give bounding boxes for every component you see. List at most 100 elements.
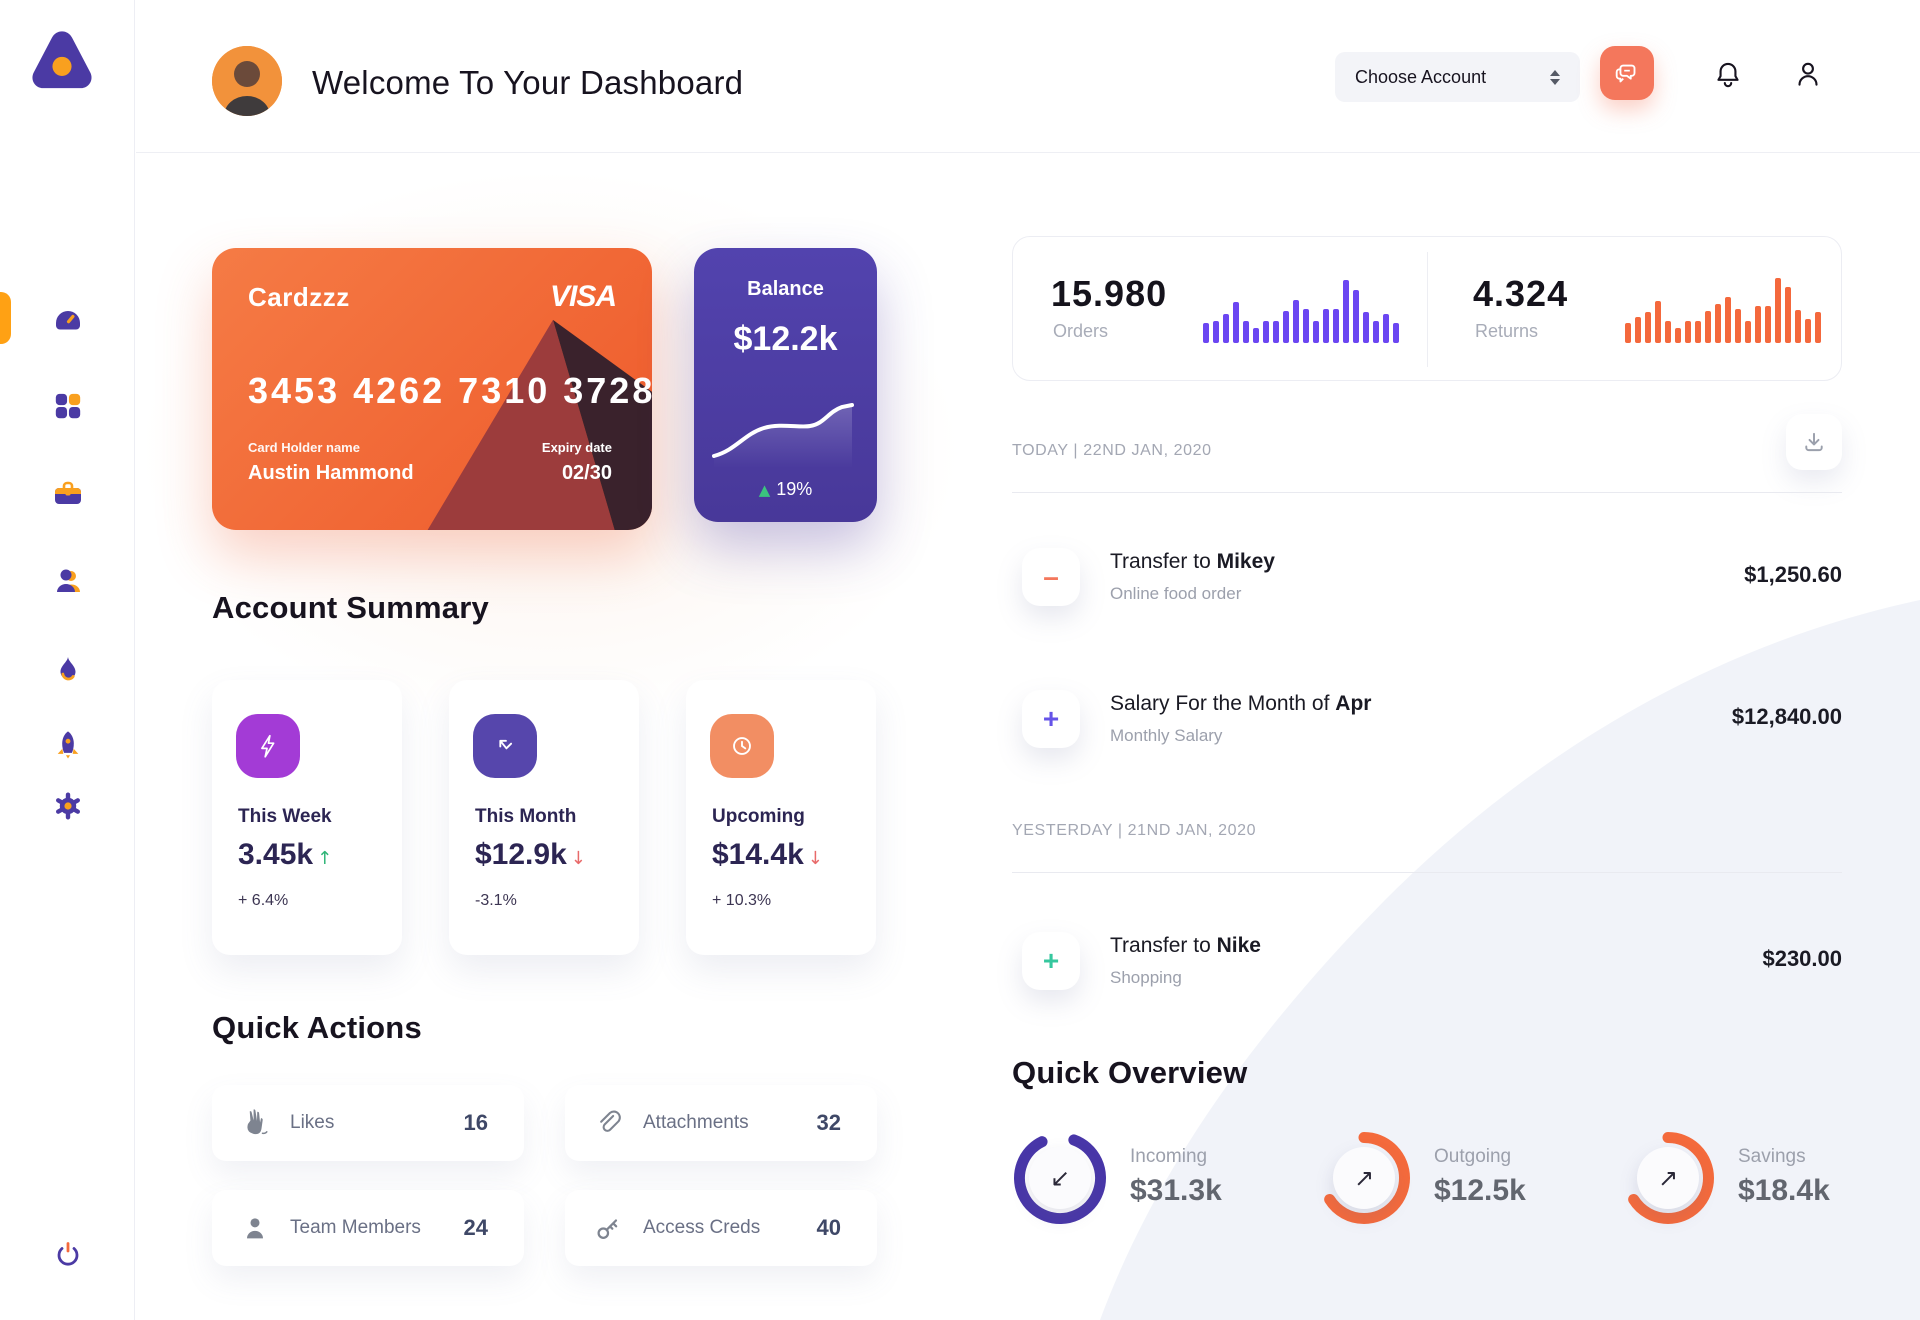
today-date-label: TODAY | 22ND JAN, 2020 (1012, 442, 1212, 459)
summary-delta: + 10.3% (712, 892, 772, 909)
summary-card-this-week[interactable]: This Week 3.45k ↑ + 6.4% (212, 680, 402, 955)
summary-card-upcoming[interactable]: Upcoming $14.4k ↓ + 10.3% (686, 680, 876, 955)
overview-outgoing: ↗ Outgoing $12.5k (1316, 1130, 1616, 1230)
key-icon (591, 1211, 625, 1245)
sidebar-item-trending[interactable] (0, 642, 135, 694)
person-outline-icon (1798, 62, 1818, 86)
transaction-row[interactable]: + Salary For the Month of Apr Monthly Sa… (1012, 690, 1842, 754)
avatar-photo (212, 46, 282, 116)
transaction-title: Salary For the Month of Apr (1110, 692, 1372, 715)
rocket-icon (57, 731, 78, 759)
profile-button[interactable] (1790, 56, 1826, 92)
summary-card-this-month[interactable]: This Month $12.9k ↓ -3.1% (449, 680, 639, 955)
transaction-subtitle: Shopping (1110, 968, 1182, 987)
overview-value: $31.3k (1130, 1174, 1222, 1207)
notifications-button[interactable] (1710, 56, 1746, 92)
summary-value: 3.45k ↑ (238, 838, 333, 871)
messages-button[interactable] (1600, 46, 1654, 100)
trend-arrow: ↓ (570, 848, 586, 869)
gear-icon (55, 792, 80, 820)
page-title: Welcome To Your Dashboard (312, 64, 744, 101)
transactions-divider (1012, 872, 1842, 873)
transaction-row[interactable]: – Transfer to Mikey Online food order $1… (1012, 548, 1842, 612)
quick-action-access-creds[interactable]: Access Creds 40 (565, 1190, 877, 1266)
orders-label: Orders (1053, 321, 1109, 341)
overview-label: Savings (1738, 1146, 1806, 1167)
yesterday-date-label: YESTERDAY | 21ND JAN, 2020 (1012, 822, 1257, 839)
quick-action-attachments[interactable]: Attachments 32 (565, 1085, 877, 1161)
person-icon (238, 1211, 272, 1245)
quick-action-likes[interactable]: Likes 16 (212, 1085, 524, 1161)
quick-action-team-members[interactable]: Team Members 24 (212, 1190, 524, 1266)
transaction-amount: $230.00 (1762, 946, 1842, 971)
summary-value: $12.9k ↓ (475, 838, 586, 871)
balance-label: Balance (747, 278, 824, 300)
card-holder-name: Austin Hammond (248, 462, 414, 484)
outgoing-arrow-icon: ↗ (1333, 1147, 1395, 1209)
sidebar-item-settings[interactable] (0, 780, 135, 832)
transaction-sign-icon: + (1022, 690, 1080, 748)
quick-action-label: Attachments (643, 1112, 749, 1133)
avatar[interactable] (212, 46, 282, 116)
quick-overview-heading: Quick Overview (1012, 1055, 1248, 1090)
paperclip-icon (591, 1106, 625, 1140)
grid-icon (55, 393, 80, 419)
quick-action-count: 16 (463, 1110, 488, 1135)
transaction-title: Transfer to Nike (1110, 934, 1261, 957)
transaction-subtitle: Monthly Salary (1110, 726, 1223, 745)
card-expiry-label: Expiry date (541, 440, 612, 455)
quick-action-label: Team Members (290, 1217, 421, 1238)
sidebar-item-logout[interactable] (0, 1228, 135, 1280)
transaction-subtitle: Online food order (1110, 584, 1242, 603)
balance-sparkline (712, 403, 854, 468)
trend-arrow: ↓ (807, 848, 823, 869)
summary-label: This Week (238, 806, 332, 827)
returns-value: 4.324 (1473, 273, 1569, 314)
sidebar-item-launch[interactable] (0, 718, 135, 770)
sidebar-item-work[interactable] (0, 467, 135, 519)
clap-icon (238, 1106, 272, 1140)
account-select-label: Choose Account (1355, 66, 1487, 87)
overview-label: Incoming (1130, 1146, 1208, 1167)
visa-logo: VISA (549, 280, 617, 313)
balance-value: $12.2k (733, 320, 838, 358)
quick-action-count: 24 (463, 1215, 488, 1240)
chat-icon (1615, 64, 1636, 83)
incoming-arrow-icon: ↙ (1029, 1147, 1091, 1209)
outgoing-donut: ↗ (1316, 1130, 1412, 1226)
download-button[interactable] (1786, 414, 1842, 470)
savings-donut: ↗ (1620, 1130, 1716, 1226)
balance-card[interactable]: Balance $12.2k ▲ 19% (694, 248, 877, 522)
header-divider (136, 152, 1920, 153)
orders-sparkline (1203, 275, 1399, 343)
sidebar-item-customers[interactable] (0, 554, 135, 606)
incoming-donut: ↙ (1012, 1130, 1108, 1226)
lightning-icon (236, 714, 300, 778)
returns-sparkline (1625, 275, 1821, 343)
sidebar (0, 0, 135, 1320)
card-name: Cardzzz (248, 282, 350, 312)
summary-delta: -3.1% (475, 892, 517, 909)
transaction-title: Transfer to Mikey (1110, 550, 1275, 573)
credit-card[interactable]: Cardzzz VISA 3453 4262 7310 3728 Card Ho… (212, 248, 652, 530)
chevron-updown-icon (1550, 69, 1560, 85)
summary-delta: + 6.4% (238, 892, 289, 909)
overview-label: Outgoing (1434, 1146, 1512, 1167)
active-nav-indicator (0, 292, 11, 344)
card-number: 3453 4262 7310 3728 (248, 370, 652, 411)
briefcase-icon (54, 481, 81, 504)
balance-change: ▲ 19% (758, 479, 813, 499)
orders-returns-card: 15.980 Orders 4.324 Returns (1012, 236, 1842, 381)
app-logo-icon[interactable] (28, 26, 96, 94)
quick-actions-heading: Quick Actions (212, 1010, 422, 1045)
quick-action-count: 40 (816, 1215, 841, 1240)
stats-divider (1427, 252, 1428, 367)
sidebar-item-dashboard[interactable] (0, 292, 135, 344)
clock-icon (710, 714, 774, 778)
returns-label: Returns (1475, 321, 1539, 341)
transaction-sign-icon: + (1022, 932, 1080, 990)
account-select[interactable]: Choose Account (1335, 52, 1580, 102)
sidebar-item-apps[interactable] (0, 380, 135, 432)
transaction-row[interactable]: + Transfer to Nike Shopping $230.00 (1012, 932, 1842, 996)
overview-savings: ↗ Savings $18.4k (1620, 1130, 1920, 1230)
